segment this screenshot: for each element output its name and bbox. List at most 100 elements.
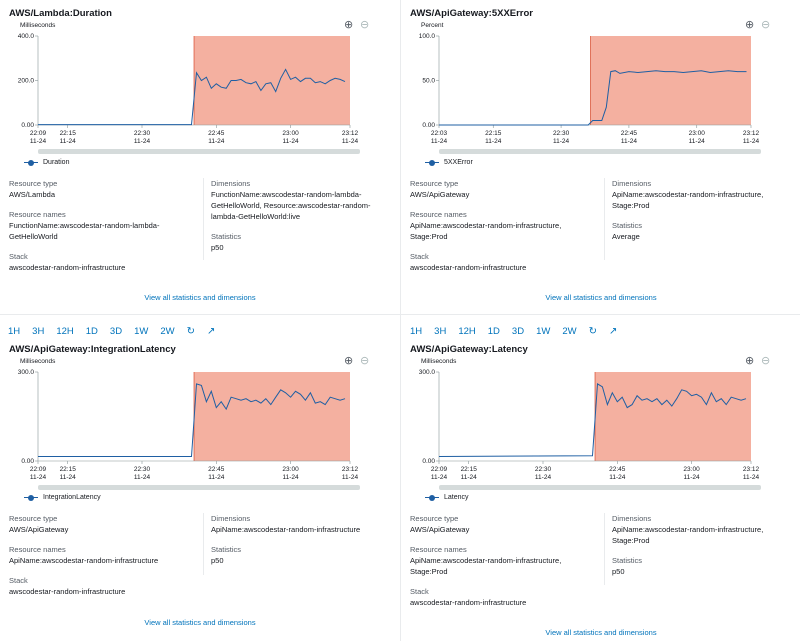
statistics-value: p50 <box>612 567 625 576</box>
x-tick-label: 22:15 <box>461 466 478 473</box>
resource-type-value: AWS/Lambda <box>9 190 55 199</box>
chart-legend: Latency <box>425 494 469 501</box>
metric-chart[interactable]: Milliseconds400.0200.00.0022:0911-2422:1… <box>0 18 400 158</box>
metric-panel-apigateway-integrationlatency: AWS/ApiGateway:IntegrationLatency ⊕ ⊖ Mi… <box>0 315 400 641</box>
zoom-in-icon[interactable]: ⊕ <box>745 19 755 31</box>
x-tick-label: 22:15 <box>485 130 502 137</box>
x-tick-label: 22:30 <box>553 130 570 137</box>
x-tick-date-label: 11-24 <box>535 474 552 481</box>
resource-type-label: Resource type <box>9 514 58 523</box>
x-tick-date-label: 11-24 <box>431 138 448 145</box>
y-axis-unit: Milliseconds <box>20 358 56 365</box>
resource-info: Resource type AWS/ApiGateway Resource na… <box>410 513 600 608</box>
metric-chart[interactable]: Percent100.050.00.0022:0311-2422:1511-24… <box>401 18 800 158</box>
x-tick-date-label: 11-24 <box>208 474 225 481</box>
panel-title: AWS/Lambda:Duration <box>9 8 112 19</box>
series-line-5XXError <box>439 70 747 126</box>
chart-scrollbar <box>38 485 360 490</box>
range-1w[interactable]: 1W <box>134 326 149 337</box>
range-12h[interactable]: 12H <box>56 326 74 337</box>
dimensions-value: FunctionName:awscodestar-random-lambda-G… <box>211 190 371 221</box>
x-tick-label: 23:00 <box>282 130 299 137</box>
x-tick-date-label: 11-24 <box>282 474 299 481</box>
y-tick-label: 100.0 <box>419 33 436 40</box>
legend-label: Duration <box>43 159 70 166</box>
dimensions-label: Dimensions <box>211 179 251 188</box>
view-all-link[interactable]: View all statistics and dimensions <box>545 628 657 637</box>
range-1h[interactable]: 1H <box>8 326 21 337</box>
column-divider <box>400 0 401 641</box>
range-3d[interactable]: 3D <box>109 326 123 337</box>
refresh-icon[interactable]: ↻ <box>588 326 597 337</box>
y-tick-label: 300.0 <box>18 369 35 376</box>
chart-legend: IntegrationLatency <box>24 494 101 501</box>
y-tick-label: 300.0 <box>419 369 436 376</box>
x-tick-date-label: 11-24 <box>134 138 151 145</box>
zoom-out-icon: ⊖ <box>761 355 771 367</box>
external-link-icon[interactable]: ↗ <box>608 326 618 337</box>
row-divider <box>0 314 800 315</box>
statistics-value: Average <box>612 232 640 241</box>
x-tick-date-label: 11-24 <box>743 474 760 481</box>
stack-label: Stack <box>410 587 429 596</box>
stack-label: Stack <box>9 576 28 585</box>
zoom-in-icon[interactable]: ⊕ <box>344 355 354 367</box>
stack-value: awscodestar-random-infrastructure <box>410 598 527 607</box>
series-line-Duration <box>38 68 346 126</box>
panel-title: AWS/ApiGateway:5XXError <box>410 8 534 19</box>
x-tick-date-label: 11-24 <box>743 138 760 145</box>
zoom-out-icon: ⊖ <box>360 19 370 31</box>
y-tick-label: 0.00 <box>422 122 435 129</box>
y-tick-label: 0.00 <box>21 458 34 465</box>
range-3h[interactable]: 3H <box>434 326 447 337</box>
dimensions-label: Dimensions <box>612 514 652 523</box>
range-3d[interactable]: 3D <box>511 326 525 337</box>
legend-label: IntegrationLatency <box>43 494 101 501</box>
stack-value: awscodestar-random-infrastructure <box>9 263 126 272</box>
x-tick-date-label: 11-24 <box>689 138 706 145</box>
x-tick-date-label: 11-24 <box>431 474 448 481</box>
zoom-in-icon[interactable]: ⊕ <box>344 19 354 31</box>
dimensions-label: Dimensions <box>612 179 652 188</box>
time-range-toolbar-left: 1H 3H 12H 1D 3D 1W 2W ↻ ↗ <box>8 326 227 337</box>
y-tick-label: 0.00 <box>21 122 34 129</box>
dimensions-label: Dimensions <box>211 514 251 523</box>
panel-title: AWS/ApiGateway:Latency <box>410 344 528 355</box>
range-1d[interactable]: 1D <box>85 326 98 337</box>
x-tick-label: 22:30 <box>134 130 151 137</box>
x-tick-date-label: 11-24 <box>609 474 626 481</box>
range-2w[interactable]: 2W <box>562 326 577 337</box>
external-link-icon[interactable]: ↗ <box>206 326 216 337</box>
chart-scrollbar <box>439 149 761 154</box>
range-1d[interactable]: 1D <box>487 326 500 337</box>
x-tick-label: 22:15 <box>60 130 77 137</box>
range-2w[interactable]: 2W <box>160 326 175 337</box>
metric-chart[interactable]: Milliseconds300.00.0022:0911-2422:1511-2… <box>0 354 400 494</box>
x-tick-label: 22:09 <box>30 466 47 473</box>
refresh-icon[interactable]: ↻ <box>186 326 195 337</box>
metric-chart[interactable]: Milliseconds300.00.0022:0911-2422:1511-2… <box>401 354 800 494</box>
resource-type-label: Resource type <box>9 179 58 188</box>
zoom-in-icon[interactable]: ⊕ <box>745 355 755 367</box>
x-tick-label: 22:30 <box>535 466 552 473</box>
x-tick-label: 23:12 <box>743 466 760 473</box>
stack-value: awscodestar-random-infrastructure <box>9 587 126 596</box>
range-1w[interactable]: 1W <box>536 326 551 337</box>
resource-names-label: Resource names <box>9 210 66 219</box>
y-tick-label: 200.0 <box>18 78 35 85</box>
x-tick-date-label: 11-24 <box>683 474 700 481</box>
view-all-link[interactable]: View all statistics and dimensions <box>144 618 256 627</box>
x-tick-date-label: 11-24 <box>621 138 638 145</box>
x-tick-label: 22:09 <box>431 466 448 473</box>
range-3h[interactable]: 3H <box>32 326 45 337</box>
x-tick-label: 23:12 <box>342 130 359 137</box>
range-12h[interactable]: 12H <box>458 326 476 337</box>
range-1h[interactable]: 1H <box>410 326 423 337</box>
view-all-link[interactable]: View all statistics and dimensions <box>144 293 256 302</box>
dimension-info: Dimensions ApiName:awscodestar-random-in… <box>604 513 789 585</box>
x-tick-label: 23:00 <box>683 466 700 473</box>
x-tick-label: 23:00 <box>689 130 706 137</box>
view-all-link[interactable]: View all statistics and dimensions <box>545 293 657 302</box>
resource-info: Resource type AWS/ApiGateway Resource na… <box>9 513 199 597</box>
x-tick-date-label: 11-24 <box>30 138 47 145</box>
